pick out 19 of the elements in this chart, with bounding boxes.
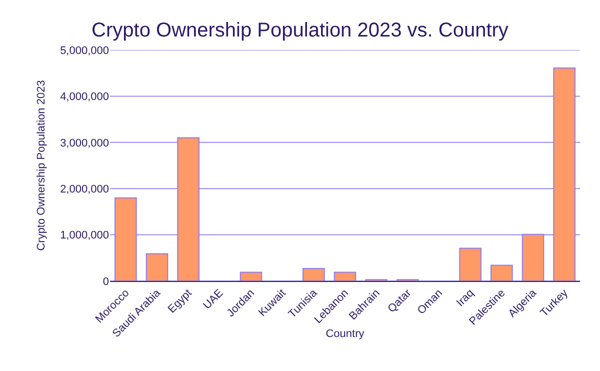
x-axis-title: Country (326, 328, 365, 340)
bar (522, 234, 544, 281)
y-tick-label: 0 (102, 276, 109, 288)
chart-title: Crypto Ownership Population 2023 vs. Country (92, 19, 508, 42)
bar (334, 272, 356, 281)
bar (490, 264, 513, 281)
y-axis-title: Crypto Ownership Population 2023 (36, 80, 48, 251)
y-tick-label: 5,000,000 (60, 44, 109, 57)
y-tick-label: 1,000,000 (60, 230, 109, 242)
y-tick-label: 4,000,000 (60, 91, 109, 104)
y-tick-label: 3,000,000 (60, 137, 109, 150)
bar (302, 268, 325, 281)
bar (114, 197, 137, 281)
bar (240, 272, 262, 281)
bar (459, 248, 482, 281)
bar (177, 137, 200, 281)
y-tick-label: 2,000,000 (60, 183, 109, 196)
bar (146, 253, 168, 281)
bar (553, 68, 576, 281)
